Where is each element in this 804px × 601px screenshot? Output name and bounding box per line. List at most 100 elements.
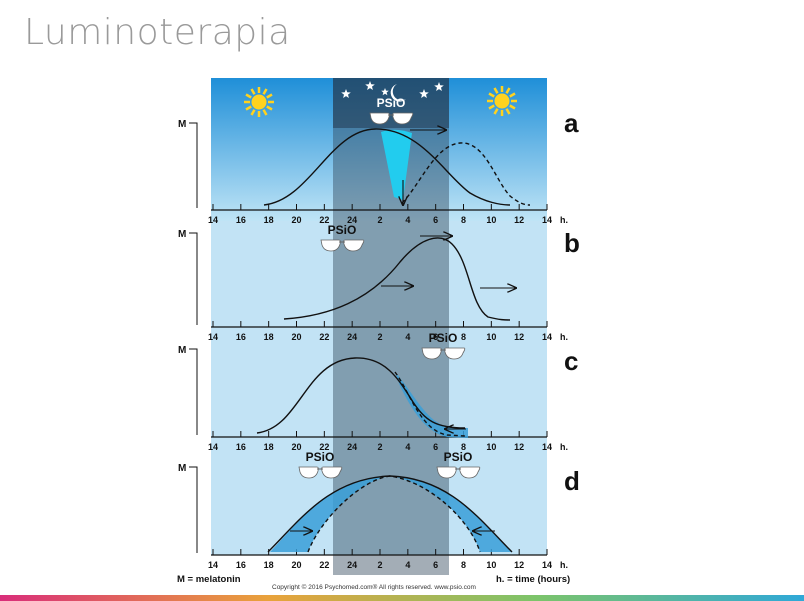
tick-label: 24 (347, 332, 357, 342)
sun-ray (509, 92, 516, 98)
tick-label: 4 (405, 442, 410, 452)
tick-label: 12 (514, 442, 524, 452)
glasses-icon: PSiO (320, 223, 365, 252)
tick-label: 12 (514, 560, 524, 570)
tick-label: 24 (347, 215, 357, 225)
sun-ray (245, 93, 252, 99)
sun-disc (494, 93, 510, 109)
sun-icon (487, 86, 517, 116)
tick-label: 2 (377, 332, 382, 342)
tick-label: 8 (461, 560, 466, 570)
copyright-notice: Copyright © 2016 Psychomed.com® All righ… (272, 583, 476, 591)
y-axis-bracket (189, 232, 198, 325)
tick-label: 16 (236, 560, 246, 570)
hour-unit-label: h. (560, 560, 568, 570)
tick-label: 4 (405, 560, 410, 570)
y-axis-bracket (189, 466, 198, 553)
tick-label: 20 (291, 442, 301, 452)
tick-label: 20 (291, 215, 301, 225)
tick-label: 14 (542, 560, 552, 570)
tick-label: 16 (236, 332, 246, 342)
tick-label: 18 (264, 560, 274, 570)
tick-label: 14 (208, 215, 218, 225)
tick-label: 18 (264, 442, 274, 452)
tick-label: 14 (208, 332, 218, 342)
hour-unit-label: h. (560, 442, 568, 452)
panel-letter-d: d (564, 466, 580, 496)
sun-ray (262, 109, 268, 116)
tick-label: 6 (433, 332, 438, 342)
hour-unit-label: h. (560, 215, 568, 225)
panel-letter-a: a (564, 108, 579, 138)
melatonin-axis-label: M (178, 463, 186, 474)
moon-icon (390, 84, 406, 102)
tick-label: 24 (347, 560, 357, 570)
legend-melatonin: M = melatonin (177, 574, 241, 585)
tick-label: 10 (486, 215, 496, 225)
panel-letter-b: b (564, 228, 580, 258)
brand-label: PSiO (328, 223, 357, 237)
sun-ray (488, 104, 495, 110)
tick-label: 12 (514, 332, 524, 342)
tick-label: 14 (542, 442, 552, 452)
sun-icon (244, 87, 274, 117)
tick-label: 4 (405, 332, 410, 342)
brand-label: PSiO (377, 96, 406, 110)
star-icon (341, 89, 351, 98)
star-icon (381, 88, 389, 96)
shifted-melatonin-curve (401, 142, 531, 206)
light-exposure-fill (270, 476, 390, 552)
tick-label: 10 (486, 442, 496, 452)
tick-label: 6 (433, 215, 438, 225)
sun-ray (266, 105, 273, 111)
tick-label: 14 (542, 332, 552, 342)
light-exposure-fill (381, 129, 412, 200)
legend-time: h. = time (hours) (496, 574, 570, 585)
tick-label: 12 (514, 215, 524, 225)
tick-label: 22 (319, 560, 329, 570)
y-axis-bracket (189, 348, 198, 435)
lens-left (298, 466, 319, 479)
tick-label: 10 (486, 332, 496, 342)
sun-ray (509, 104, 516, 110)
shifted-melatonin-curve (307, 475, 481, 553)
glasses-icon: PSiO (421, 331, 466, 360)
melatonin-curve (256, 357, 466, 434)
lens-left (369, 112, 390, 125)
slide-title: Luminoterapia (24, 12, 291, 53)
lens-left (421, 347, 442, 360)
sun-disc (251, 94, 267, 110)
glasses-icon: PSiO (298, 450, 343, 479)
lens-left (436, 466, 457, 479)
tick-label: 2 (377, 215, 382, 225)
sun-ray (493, 108, 499, 115)
tick-label: 6 (433, 442, 438, 452)
brand-label: PSiO (429, 331, 458, 345)
y-axis-bracket (189, 122, 198, 208)
shifted-melatonin-curve (394, 371, 466, 437)
tick-label: 20 (291, 560, 301, 570)
sun-ray (488, 92, 495, 98)
tick-label: 22 (319, 442, 329, 452)
sun-ray (245, 105, 252, 111)
sun-ray (262, 88, 268, 95)
star-icon (365, 81, 375, 90)
tick-label: 16 (236, 442, 246, 452)
tick-label: 6 (433, 560, 438, 570)
brand-label: PSiO (306, 450, 335, 464)
tick-label: 22 (319, 332, 329, 342)
night-sky (333, 78, 449, 128)
light-exposure-fill (395, 372, 468, 438)
melatonin-curve (283, 237, 511, 321)
tick-label: 14 (208, 442, 218, 452)
sun-ray (505, 108, 511, 115)
tick-label: 22 (319, 215, 329, 225)
melatonin-curve (263, 128, 511, 206)
melatonin-axis-label: M (178, 345, 186, 356)
hour-unit-label: h. (560, 332, 568, 342)
tick-label: 18 (264, 215, 274, 225)
star-icon (419, 89, 429, 98)
sun-ray (505, 87, 511, 94)
brand-label: PSiO (444, 450, 473, 464)
